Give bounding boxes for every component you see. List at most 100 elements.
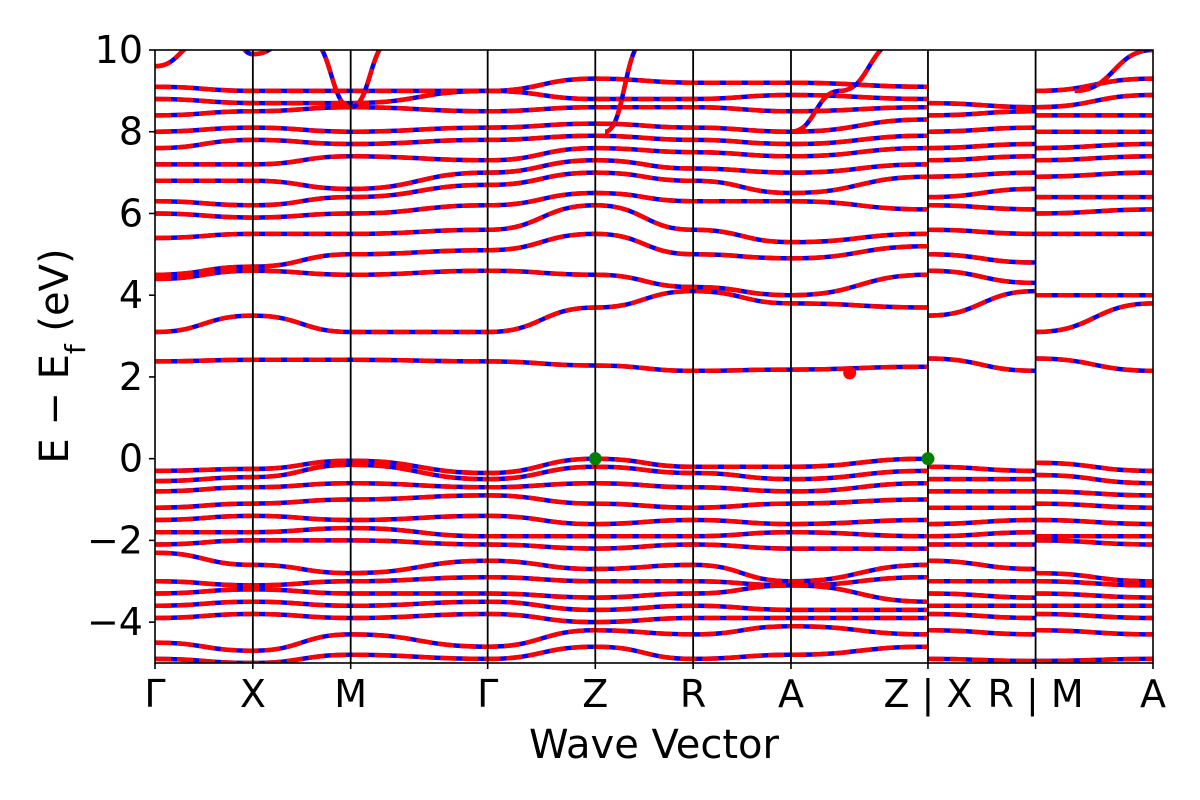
band-35: [155, 88, 929, 106]
band-72-up: [1035, 579, 1153, 588]
band-87-up: [1035, 656, 1153, 663]
band-57: [1035, 501, 1153, 510]
band-10: [927, 252, 1036, 265]
x-tick-label-6: A: [778, 672, 804, 716]
band-21-up: [927, 170, 1036, 179]
band-80-up: [927, 611, 1036, 621]
band-59: [927, 517, 1036, 527]
band-75: [1035, 591, 1153, 600]
band-45: [1074, 50, 1153, 94]
band-68: [927, 558, 1036, 572]
band-0: [155, 357, 929, 374]
band-60: [1035, 517, 1153, 527]
y-axis-label-subscript: f: [59, 343, 92, 354]
band-26: [155, 133, 929, 151]
band-29-up: [155, 117, 929, 134]
band-86-up: [927, 656, 1036, 663]
band-59-up: [927, 517, 1036, 527]
y-tick-label-3: 2: [119, 355, 143, 399]
band-61: [155, 525, 929, 539]
band-22: [1035, 170, 1153, 179]
band-58: [155, 513, 929, 527]
band-14-up: [155, 190, 929, 220]
band-43: [604, 50, 638, 134]
band-74-up: [927, 591, 1036, 600]
band-16: [1035, 207, 1153, 216]
band-44: [790, 50, 885, 134]
band-3: [155, 288, 929, 335]
band-62: [927, 529, 1036, 539]
y-tick-label-7: 10: [95, 28, 143, 72]
band-76: [155, 599, 928, 613]
band-48-up: [1035, 460, 1153, 474]
band-29: [155, 117, 929, 134]
band-6-up: [155, 268, 929, 298]
band-36: [927, 100, 1036, 110]
band-74: [927, 591, 1036, 600]
band-3-up: [155, 288, 929, 335]
band-83-up: [927, 628, 1036, 637]
band-37: [1035, 92, 1153, 110]
band-2-up: [1035, 356, 1153, 374]
band-61-up: [155, 525, 929, 539]
marker-1: [921, 452, 935, 466]
x-tick-label-3: Γ: [477, 672, 498, 716]
band-81: [1035, 611, 1153, 621]
band-15-up: [927, 203, 1036, 212]
y-tick-label-4: 4: [119, 273, 143, 317]
band-24-up: [927, 154, 1036, 163]
band-27-up: [927, 141, 1036, 151]
band-22-up: [1035, 170, 1153, 179]
band-6: [155, 268, 929, 298]
band-41: [241, 50, 274, 57]
band-23: [155, 145, 929, 167]
band-52-up: [155, 480, 929, 494]
band-1-up: [927, 356, 1036, 374]
band-4: [927, 288, 1036, 318]
extrema-markers: [588, 366, 935, 466]
band-55-up: [155, 493, 929, 510]
band-64-up: [155, 538, 928, 551]
band-52: [155, 480, 929, 494]
band-28-up: [1035, 141, 1153, 151]
band-30-up: [927, 125, 1036, 134]
band-37-up: [1035, 92, 1153, 110]
band-30: [927, 125, 1036, 134]
band-44-up: [790, 50, 885, 134]
band-5: [1035, 301, 1153, 335]
band-25-up: [1035, 154, 1153, 163]
band-5-down: [1035, 301, 1153, 335]
band-82: [155, 623, 929, 653]
band-60-up: [1035, 517, 1153, 527]
band-86: [927, 656, 1036, 663]
band-10-up: [927, 252, 1036, 265]
band-41-up: [241, 50, 274, 57]
y-axis-label-unit: (eV): [32, 248, 78, 344]
band-43-up: [604, 50, 638, 134]
band-68-up: [927, 558, 1036, 572]
band-45-up: [1074, 50, 1153, 94]
band-11-up: [155, 203, 929, 245]
marker-0: [588, 452, 602, 466]
band-54-up: [1035, 489, 1153, 498]
band-80: [927, 611, 1036, 621]
plot-frame: [154, 49, 1154, 664]
band-87: [1035, 656, 1153, 663]
band-21: [927, 170, 1036, 179]
band-38: [155, 76, 929, 94]
y-axis-label: E − Ef (eV): [32, 248, 92, 463]
band-73: [155, 583, 929, 604]
band-57-up: [1035, 501, 1153, 510]
band-26-up: [155, 133, 929, 151]
band-25: [1035, 154, 1153, 163]
y-axis-ticks: −4 −2 0 2 4 6 8 10: [87, 28, 155, 644]
band-32: [155, 104, 929, 118]
band-58-up: [155, 513, 929, 527]
x-tick-label-7: Z | X: [883, 672, 972, 717]
y-axis-label-main: E − E: [32, 354, 78, 464]
band-27: [927, 141, 1036, 151]
y-tick-label-0: −4: [87, 600, 143, 644]
band-18: [927, 186, 1036, 200]
band-4-up: [927, 288, 1036, 318]
band-35-up: [155, 88, 929, 106]
